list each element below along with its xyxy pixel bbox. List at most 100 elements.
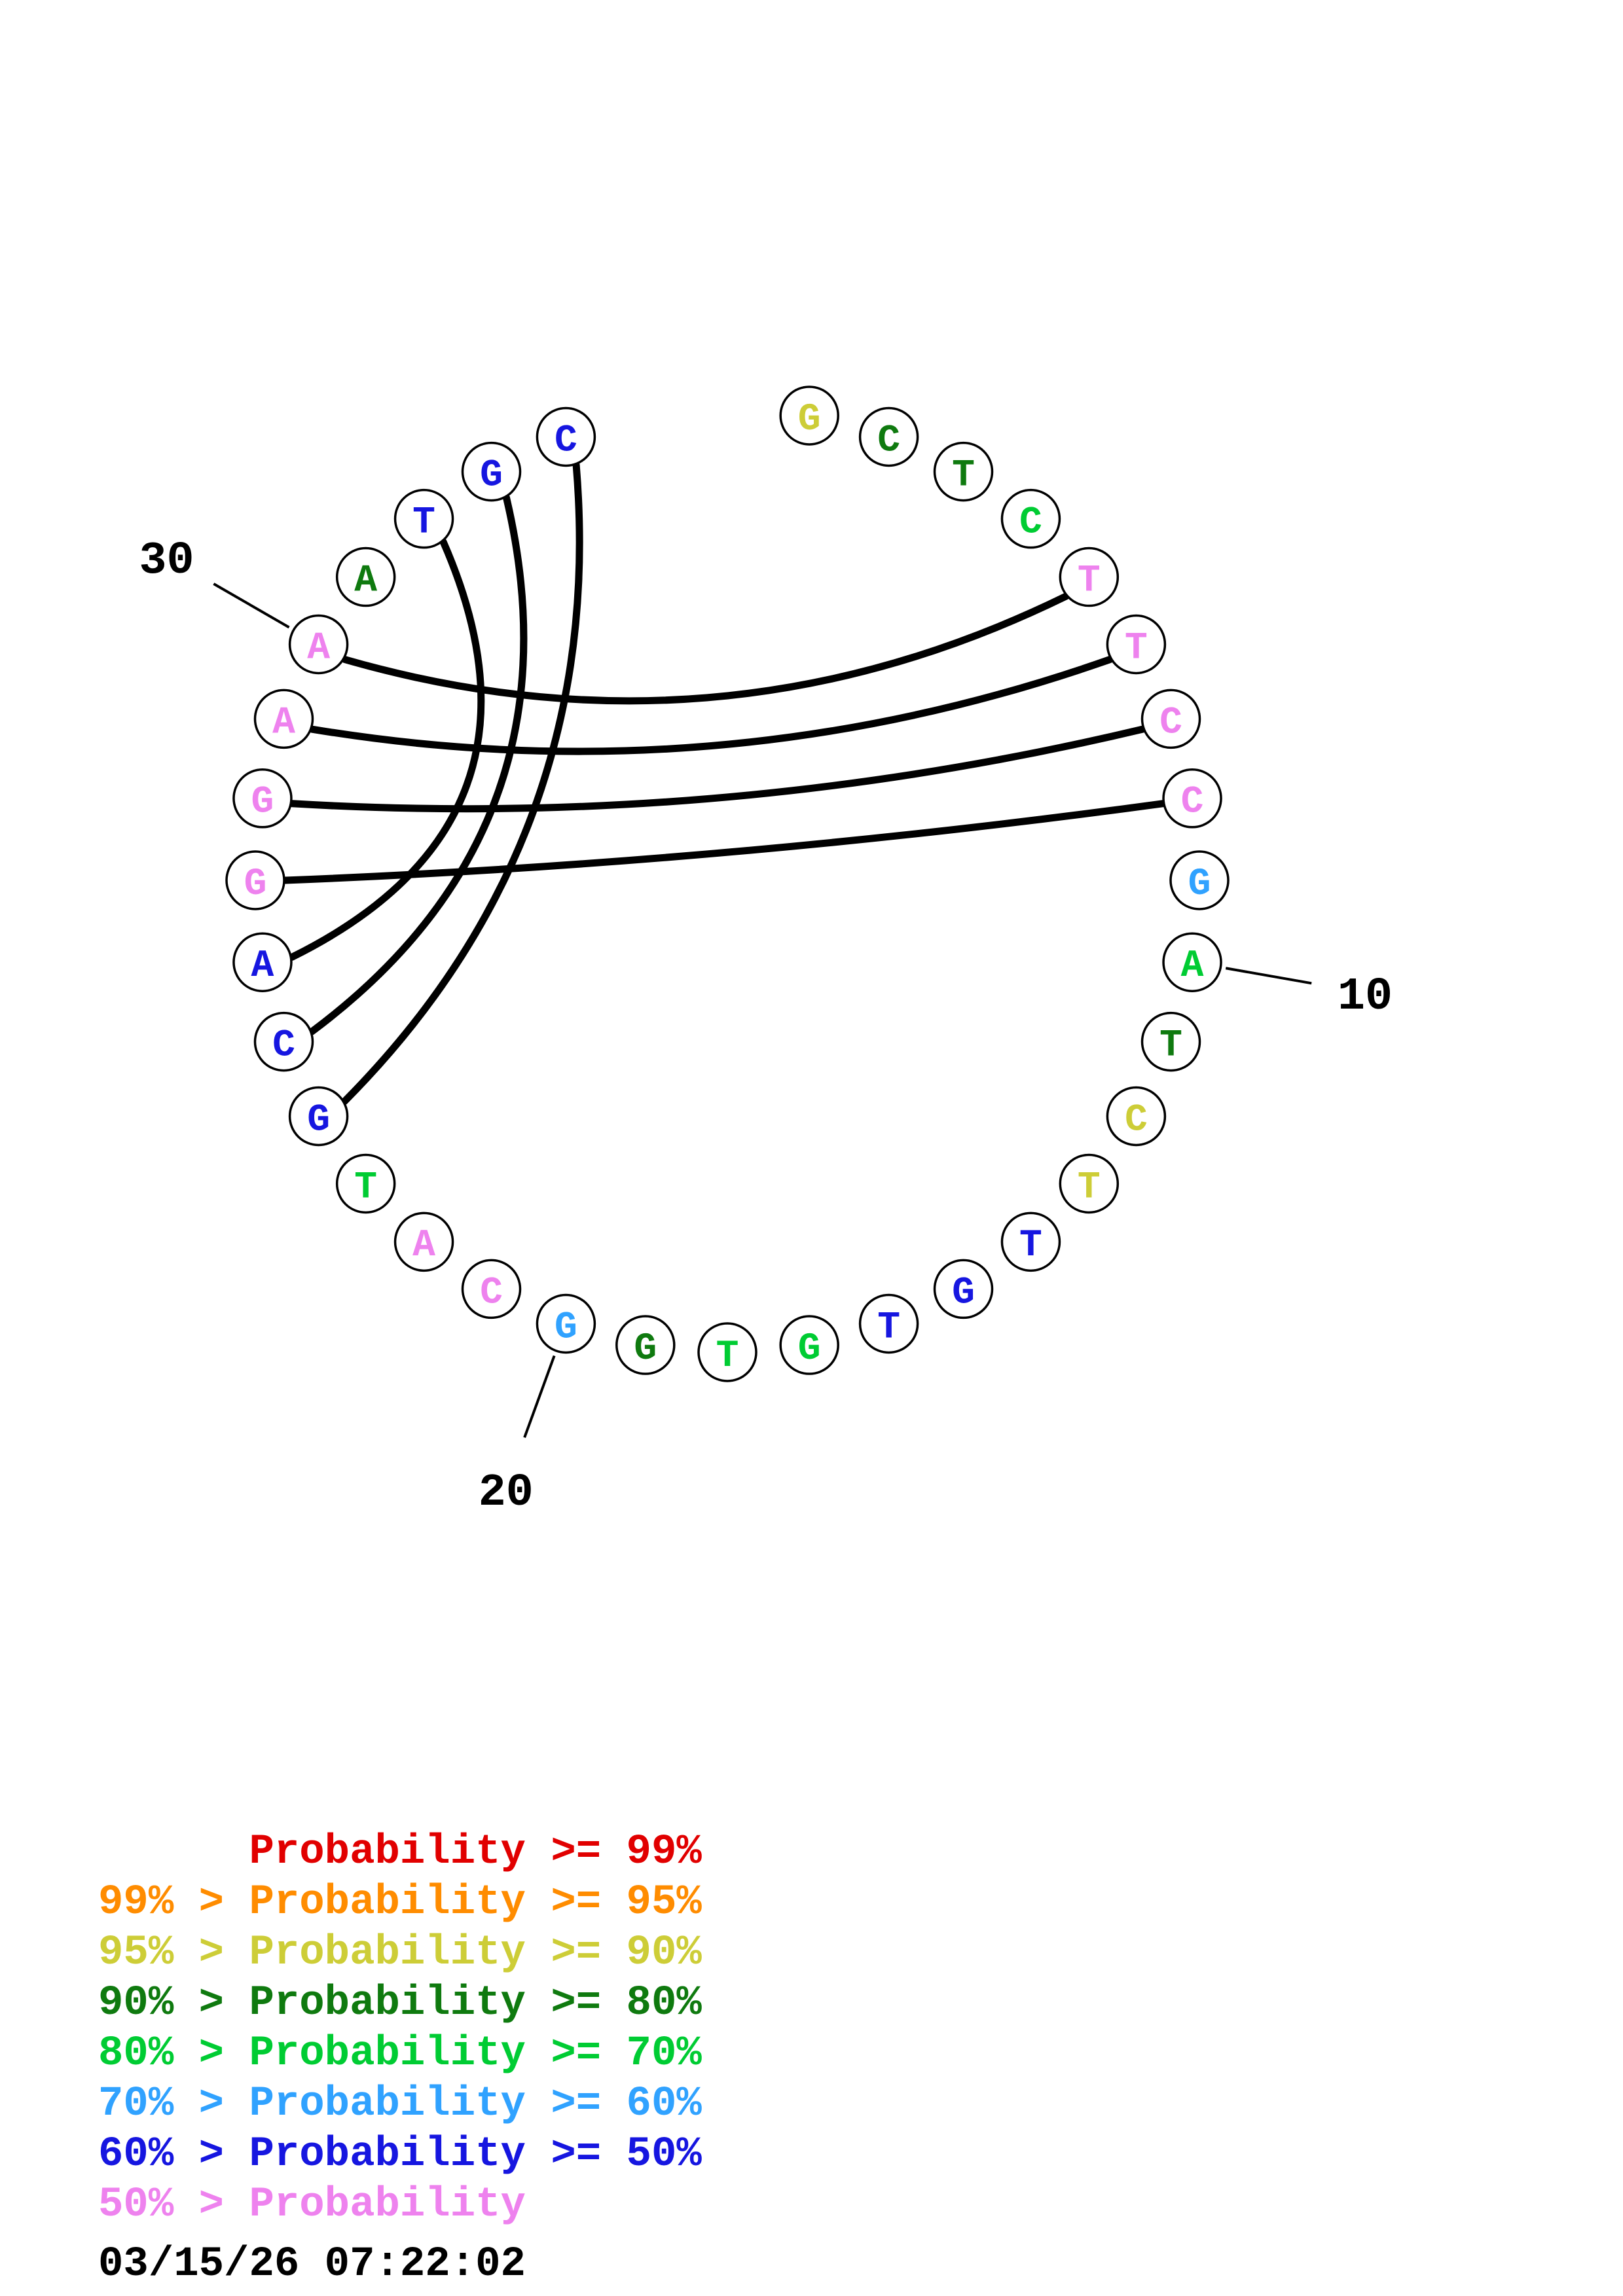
nucleotide-circle — [933, 1259, 994, 1319]
nucleotide-14: T — [1000, 1211, 1061, 1272]
nucleotide-base: T — [412, 502, 435, 545]
nucleotide-31: A — [335, 547, 396, 607]
basepair-arc-8-27 — [282, 800, 1167, 884]
nucleotide-6: T — [1106, 614, 1167, 675]
nucleotide-base: T — [952, 454, 975, 497]
nucleotide-base: C — [555, 420, 577, 462]
nucleotide-26: A — [232, 932, 293, 992]
nucleotide-27: G — [225, 850, 285, 910]
nucleotide-28: G — [232, 768, 293, 829]
legend-line-prob-50-60: 60% > Probability >= 50% — [98, 2131, 702, 2178]
nucleotide-23: T — [335, 1153, 396, 1214]
nucleotide-5: T — [1059, 547, 1120, 607]
legend-line-prob-70-80: 80% > Probability >= 70% — [98, 2030, 702, 2077]
legend-line-prob-90-95: 95% > Probability >= 90% — [98, 1929, 702, 1977]
nucleotide-circle — [393, 1211, 454, 1272]
nucleotide-circle — [232, 768, 293, 829]
nucleotide-7: C — [1140, 689, 1201, 749]
nucleotide-34: C — [536, 406, 596, 467]
nucleotide-32: T — [393, 488, 454, 549]
nucleotide-4: C — [1000, 488, 1061, 549]
nucleotide-18: T — [697, 1322, 757, 1382]
basepair-arc-26-32 — [288, 538, 485, 961]
nucleotide-33: G — [461, 441, 522, 502]
nucleotide-base: A — [251, 945, 274, 988]
nucleotide-base: G — [798, 1328, 821, 1371]
position-label-10: 10 — [1338, 971, 1393, 1023]
basepair-arc-25-33 — [308, 493, 528, 1035]
nucleotide-base: T — [1159, 1024, 1182, 1067]
nucleotide-base: A — [412, 1225, 435, 1267]
nucleotide-base: G — [798, 399, 821, 441]
basepair-arc-7-28 — [288, 725, 1146, 813]
nucleotide-circle — [253, 1011, 314, 1072]
nucleotide-circle — [253, 689, 314, 749]
nucleotide-base: T — [354, 1166, 377, 1209]
nucleotide-20: G — [536, 1293, 596, 1354]
nucleotide-circle — [1140, 689, 1201, 749]
legend-line-prob-95-99: 99% > Probability >= 95% — [98, 1879, 702, 1926]
nucleotide-circle — [858, 406, 919, 467]
nucleotide-base: T — [1019, 1225, 1042, 1267]
nucleotide-circle — [335, 1153, 396, 1214]
nucleotide-15: G — [933, 1259, 994, 1319]
nucleotide-25: C — [253, 1011, 314, 1072]
nucleotide-1: G — [779, 386, 839, 446]
nucleotide-circle — [1059, 1153, 1120, 1214]
nucleotide-30: A — [288, 614, 349, 675]
nucleotide-base: C — [1125, 1099, 1148, 1141]
position-leader-10 — [1225, 967, 1312, 985]
nucleotide-3: T — [933, 441, 994, 502]
nucleotide-circle — [1140, 1011, 1201, 1072]
nucleotide-circle — [288, 1086, 349, 1147]
nucleotide-circle — [461, 1259, 522, 1319]
nucleotide-circle — [461, 441, 522, 502]
position-leader-20 — [523, 1355, 556, 1439]
nucleotide-circle — [1169, 850, 1230, 910]
nucleotide-circle — [393, 488, 454, 549]
nucleotide-10: A — [1162, 932, 1222, 992]
nucleotide-circle — [779, 386, 839, 446]
nucleotide-29: A — [253, 689, 314, 749]
nucleotide-16: T — [858, 1293, 919, 1354]
nucleotide-base: C — [1181, 781, 1204, 824]
basepair-arc-5-30 — [340, 592, 1070, 705]
nucleotide-base: G — [307, 1099, 330, 1141]
nucleotide-13: T — [1059, 1153, 1120, 1214]
nucleotide-circle — [933, 441, 994, 502]
nucleotide-base: G — [480, 454, 503, 497]
nucleotide-base: C — [877, 420, 900, 462]
nucleotide-base: G — [634, 1328, 657, 1371]
nucleotide-circle — [225, 850, 285, 910]
nucleotide-circle — [1106, 614, 1167, 675]
nucleotide-12: C — [1106, 1086, 1167, 1147]
nucleotide-17: G — [779, 1315, 839, 1375]
nucleotide-circle — [232, 932, 293, 992]
nucleotide-circle — [1162, 768, 1222, 829]
nucleotide-base: A — [272, 702, 295, 744]
nucleotide-19: G — [615, 1315, 676, 1375]
legend-line-prob-ge-99: Probability >= 99% — [98, 1829, 702, 1876]
legend-line-prob-lt-50: 50% > Probability — [98, 2181, 526, 2229]
nucleotide-24: G — [288, 1086, 349, 1147]
legend-line-prob-60-70: 70% > Probability >= 60% — [98, 2081, 702, 2128]
nucleotide-base: G — [251, 781, 274, 824]
nucleotide-circle — [1162, 932, 1222, 992]
nucleotide-8: C — [1162, 768, 1222, 829]
nucleotide-21: C — [461, 1259, 522, 1319]
nucleotide-circle — [1000, 488, 1061, 549]
nucleotide-circle — [288, 614, 349, 675]
nucleotide-circle — [335, 547, 396, 607]
nucleotide-base: C — [1159, 702, 1182, 744]
nucleotide-base: G — [1188, 863, 1211, 906]
nucleotide-circle — [858, 1293, 919, 1354]
nucleotide-base: T — [716, 1335, 739, 1378]
nucleotide-circle — [536, 1293, 596, 1354]
nucleotide-2: C — [858, 406, 919, 467]
nucleotide-base: T — [1078, 1166, 1101, 1209]
basepair-arc-6-29 — [308, 656, 1114, 755]
nucleotide-22: A — [393, 1211, 454, 1272]
position-leader-30 — [213, 583, 290, 629]
nucleotide-base: A — [307, 627, 330, 670]
basepair-arc-24-34 — [340, 461, 583, 1105]
